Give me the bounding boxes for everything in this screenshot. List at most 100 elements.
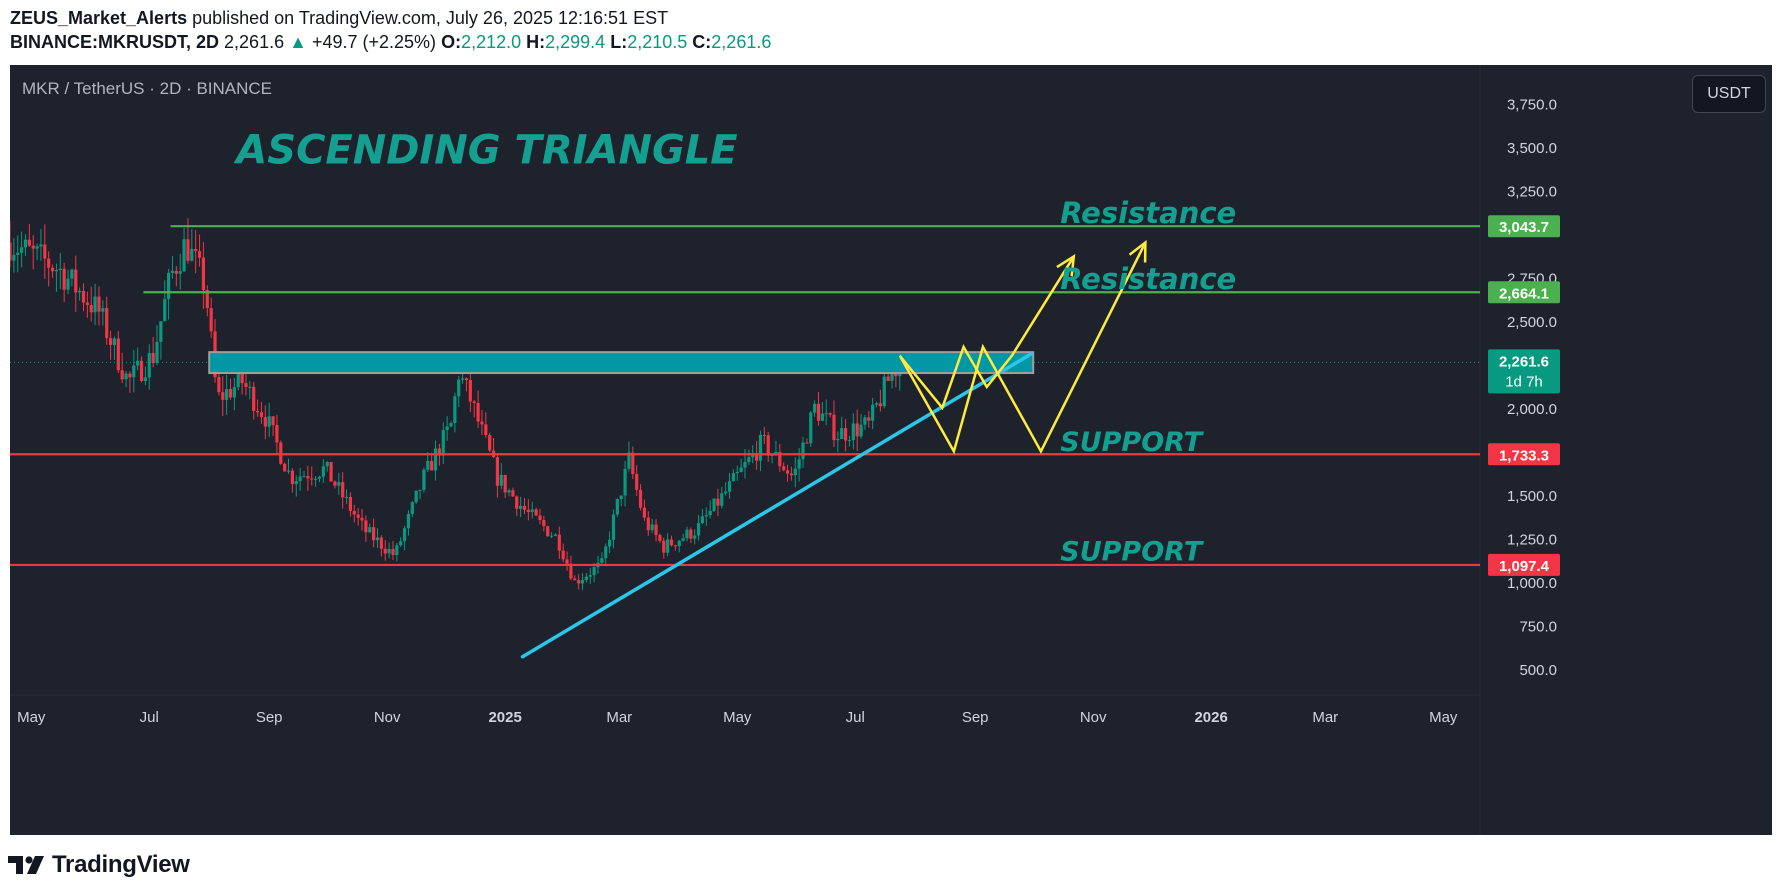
candle-body — [770, 454, 774, 456]
candle-body — [306, 476, 310, 479]
candle-body — [221, 392, 225, 400]
ascending-trendline[interactable] — [520, 352, 1034, 659]
candle-body — [658, 535, 662, 541]
bar-countdown-label: 1d 7h — [1505, 373, 1543, 390]
candle-body — [352, 510, 356, 515]
candle-body — [689, 529, 693, 539]
candle-body — [379, 537, 383, 549]
candle-body — [263, 417, 267, 427]
candle-body — [197, 251, 202, 258]
x-tick-label: 2025 — [488, 709, 521, 726]
candle-body — [859, 424, 863, 437]
candle-body — [128, 373, 132, 378]
candle-body — [646, 517, 650, 531]
symbol-name: BINANCE:MKRUSDT, 2D — [10, 32, 220, 52]
candle-body — [693, 535, 697, 539]
candle-body — [248, 386, 252, 388]
high-value: 2,299.4 — [545, 32, 606, 52]
candle-body — [368, 527, 372, 533]
candle-body — [522, 505, 527, 510]
candle-body — [747, 457, 751, 462]
candle-body — [546, 526, 550, 537]
candle-body — [333, 481, 337, 486]
y-tick-label: 500.0 — [1519, 662, 1557, 679]
candle-body — [863, 417, 867, 425]
candle-body — [843, 428, 848, 441]
candle-body — [584, 576, 588, 581]
candle-body — [549, 535, 554, 537]
annotation-ascending-triangle[interactable]: ASCENDING TRIANGLE — [233, 128, 737, 174]
candle-body — [325, 461, 329, 467]
candle-body — [468, 380, 472, 402]
candle-body — [484, 424, 488, 435]
candle-body — [530, 509, 534, 512]
candle-body — [515, 496, 519, 509]
y-tick-label: 1,000.0 — [1507, 575, 1557, 592]
candle-body — [372, 527, 376, 541]
y-tick-label: 2,000.0 — [1507, 401, 1557, 418]
candle-body — [426, 461, 430, 470]
candle-body — [124, 373, 128, 380]
x-tick-label: Jul — [846, 709, 865, 726]
candle-body — [286, 470, 291, 472]
candle-body — [267, 416, 271, 427]
candle-body — [785, 470, 790, 474]
currency-button[interactable]: USDT — [1692, 75, 1766, 113]
resistance-zone[interactable] — [208, 351, 1035, 375]
candle-body — [194, 248, 198, 252]
candle-body — [290, 470, 294, 485]
candle-body — [271, 416, 275, 425]
candle-body — [108, 338, 113, 345]
chart-pane[interactable]: ASCENDING TRIANGLE Resistance Resistance SU… — [10, 65, 1772, 835]
candle-body — [182, 239, 186, 272]
candle-body — [611, 514, 616, 540]
candle-body — [329, 461, 333, 482]
candle-body — [422, 469, 426, 490]
x-axis-strip[interactable] — [10, 695, 1772, 835]
candle-body — [878, 403, 882, 407]
candle-body — [731, 473, 735, 482]
tradingview-logo-icon[interactable] — [8, 854, 46, 876]
level-price-label: 2,664.1 — [1499, 285, 1549, 302]
candle-body — [631, 452, 635, 475]
candle-body — [163, 299, 167, 322]
annotation-support[interactable]: SUPPORT — [1060, 427, 1204, 458]
candle-body — [561, 550, 565, 560]
author-link[interactable]: ZEUS_Market_Alerts — [10, 8, 188, 28]
candle-body — [871, 404, 875, 421]
annotation-support[interactable]: SUPPORT — [1060, 536, 1204, 567]
candle-body — [685, 529, 689, 539]
candle-body — [588, 575, 592, 577]
candle-body — [399, 541, 403, 546]
price-chart[interactable]: ASCENDING TRIANGLE Resistance Resistance SU… — [10, 65, 1772, 835]
annotation-resistance[interactable]: Resistance — [1060, 196, 1236, 230]
candle-body — [341, 482, 345, 498]
open-value: 2,212.0 — [461, 32, 522, 52]
level-price-badge — [1488, 281, 1560, 304]
tradingview-logo-text[interactable]: TradingView — [52, 851, 190, 878]
x-tick-label: Nov — [1080, 709, 1107, 726]
projection-path[interactable] — [898, 241, 1147, 455]
candle-body — [279, 442, 283, 464]
candle-body — [27, 239, 31, 246]
candle-body — [724, 491, 728, 494]
candle-body — [314, 478, 318, 480]
projection-path[interactable] — [898, 255, 1075, 411]
candle-body — [240, 372, 244, 384]
candle-body — [809, 412, 813, 444]
candle-body — [627, 452, 631, 469]
annotation-resistance[interactable]: Resistance — [1060, 262, 1236, 296]
candle-body — [638, 489, 643, 508]
candle-body — [580, 580, 585, 584]
candle-body — [58, 268, 62, 271]
candle-body — [519, 505, 523, 509]
candle-body — [662, 540, 666, 553]
candle-body — [696, 523, 701, 536]
candle-body — [244, 383, 248, 387]
candle-body — [635, 474, 639, 490]
y-tick-label: 1,500.0 — [1507, 488, 1557, 505]
candle-body — [488, 434, 492, 451]
candle-body — [727, 481, 732, 492]
candle-body — [538, 515, 542, 521]
candle-body — [70, 269, 74, 279]
